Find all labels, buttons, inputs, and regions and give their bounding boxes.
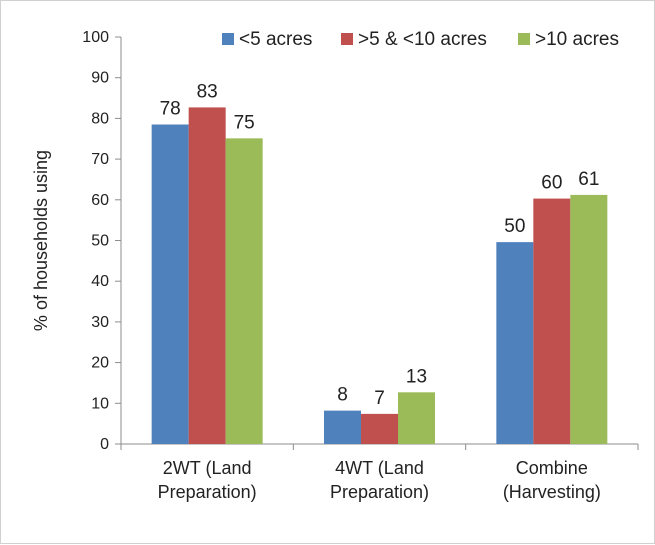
x-category-label: (Harvesting) xyxy=(503,482,601,502)
y-tick-label: 0 xyxy=(100,436,109,453)
y-tick-label: 40 xyxy=(91,273,109,290)
y-tick-label: 100 xyxy=(82,29,109,46)
y-tick-label: 20 xyxy=(91,355,109,372)
y-tick-label: 30 xyxy=(91,314,109,331)
data-label: 8 xyxy=(337,385,348,406)
bar-1-2 xyxy=(324,410,361,444)
legend-label: >5 & <10 acres xyxy=(358,29,487,50)
legend-swatch xyxy=(222,33,234,45)
y-tick-label: 50 xyxy=(91,233,109,250)
legend-swatch xyxy=(341,33,353,45)
data-label: 50 xyxy=(504,216,525,237)
data-label: 7 xyxy=(374,388,385,409)
y-tick-label: 10 xyxy=(91,395,109,412)
bar-2-2 xyxy=(361,413,398,444)
data-label: 13 xyxy=(406,366,427,387)
bar-1-1 xyxy=(151,124,189,444)
y-tick-label: 70 xyxy=(91,151,109,168)
bar-3-1 xyxy=(225,138,263,444)
y-tick-label: 60 xyxy=(91,192,109,209)
data-label: 75 xyxy=(234,112,255,133)
legend-label: >10 acres xyxy=(535,29,619,50)
bar-1-3 xyxy=(496,242,534,444)
x-category-label: 4WT (Land xyxy=(335,458,424,478)
bar-2-3 xyxy=(533,198,571,444)
bar-3-3 xyxy=(570,194,608,444)
x-category-label: Combine xyxy=(516,458,588,478)
bar-3-2 xyxy=(398,392,435,444)
data-label: 61 xyxy=(578,169,599,190)
x-category-label: Preparation) xyxy=(330,482,429,502)
bar-2-1 xyxy=(188,107,226,444)
x-category-label: 2WT (Land xyxy=(163,458,252,478)
data-label: 78 xyxy=(160,99,181,120)
y-tick-label: 80 xyxy=(91,110,109,127)
legend-label: <5 acres xyxy=(239,29,312,50)
legend-swatch xyxy=(518,33,530,45)
x-category-label: Preparation) xyxy=(158,482,257,502)
data-label: 60 xyxy=(541,173,562,194)
y-axis-label: % of households using xyxy=(31,150,51,331)
data-label: 83 xyxy=(197,81,218,102)
y-tick-label: 90 xyxy=(91,70,109,87)
